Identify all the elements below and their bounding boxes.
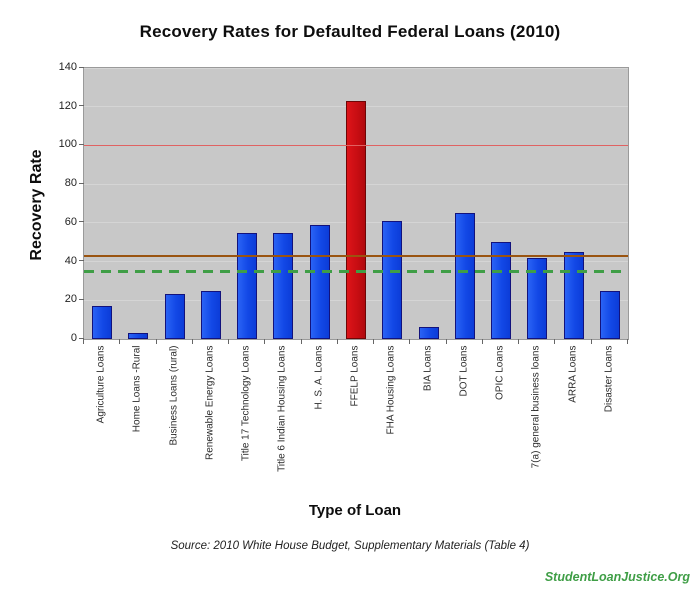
- bar-default: [491, 242, 512, 339]
- bar-default: [527, 258, 548, 339]
- y-tick-mark: [79, 337, 84, 339]
- bar-default: [309, 225, 330, 339]
- x-axis-title: Type of Loan: [308, 502, 402, 519]
- x-category-label: Disaster Loans: [603, 345, 615, 412]
- x-tick-mark: [191, 339, 193, 344]
- bar-default: [599, 291, 620, 339]
- y-tick-mark: [79, 143, 84, 145]
- x-tick-mark: [83, 339, 84, 344]
- green-dashed-line: [84, 269, 628, 273]
- x-tick-mark: [155, 339, 157, 344]
- x-tick-mark: [264, 339, 266, 344]
- y-tick-label: 100: [58, 138, 77, 151]
- gridline: [84, 67, 628, 69]
- x-category-label: Title 17 Technology Loans: [240, 345, 252, 461]
- x-tick-mark: [336, 339, 338, 344]
- y-tick-mark: [79, 298, 84, 300]
- bar-default: [92, 306, 113, 339]
- x-tick-mark: [119, 339, 121, 344]
- watermark-link[interactable]: StudentLoanJustice.Org: [544, 570, 690, 584]
- x-category-label: OPIC Loans: [494, 345, 506, 400]
- x-category-label: Title 6 Indian Housing Loans: [276, 345, 288, 472]
- x-tick-mark: [481, 339, 483, 344]
- y-tick-label: 60: [64, 215, 77, 228]
- y-tick-label: 20: [64, 293, 77, 306]
- y-tick-mark: [79, 66, 84, 68]
- x-category-label: FFELP Loans: [349, 345, 361, 406]
- bar-default: [454, 213, 475, 339]
- x-tick-mark: [228, 339, 230, 344]
- x-category-label: DOT Loans: [458, 345, 470, 396]
- bar-default: [273, 233, 294, 339]
- y-tick-label: 40: [64, 254, 77, 267]
- red-100-line: [84, 144, 628, 147]
- x-category-label: Business Loans (rural): [168, 345, 180, 446]
- x-category-label: BIA Loans: [422, 345, 434, 391]
- y-tick-mark: [79, 182, 84, 184]
- bar-default: [164, 294, 185, 339]
- x-category-label: FHA Housing Loans: [385, 345, 397, 434]
- source-note: Source: 2010 White House Budget, Supplem…: [170, 540, 530, 552]
- y-tick-label: 120: [58, 99, 77, 112]
- x-tick-mark: [409, 339, 411, 344]
- y-tick-mark: [79, 105, 84, 107]
- x-tick-mark: [300, 339, 302, 344]
- y-tick-label: 0: [70, 332, 77, 344]
- bar-default: [563, 252, 584, 339]
- x-tick-mark: [373, 339, 375, 344]
- bar-default: [237, 233, 258, 339]
- x-tick-mark: [518, 339, 520, 344]
- x-tick-mark: [590, 339, 592, 344]
- x-tick-mark: [554, 339, 556, 344]
- brown-mean-line: [84, 254, 628, 257]
- x-category-label: H. S. A. Loans: [313, 345, 325, 409]
- y-tick-label: 140: [58, 61, 77, 73]
- bar-highlight: [346, 101, 366, 339]
- y-tick-mark: [79, 221, 84, 223]
- x-tick-mark: [445, 339, 447, 344]
- bar-default: [418, 327, 439, 339]
- x-category-label: ARRA Loans: [567, 345, 579, 403]
- bar-default: [128, 333, 149, 339]
- x-category-label: Home Loans -Rural: [131, 345, 143, 432]
- chart-title: Recovery Rates for Defaulted Federal Loa…: [139, 22, 561, 41]
- y-tick-mark: [79, 260, 84, 262]
- x-category-label: 7(a) general business loans: [530, 345, 542, 468]
- x-category-label: Renewable Energy Loans: [204, 345, 216, 460]
- y-tick-label: 80: [64, 177, 77, 190]
- x-tick-mark: [627, 339, 628, 344]
- x-category-label: Agriculture Loans: [95, 345, 107, 423]
- bar-default: [382, 221, 403, 339]
- bar-default: [200, 291, 221, 339]
- plot-area: [83, 67, 629, 340]
